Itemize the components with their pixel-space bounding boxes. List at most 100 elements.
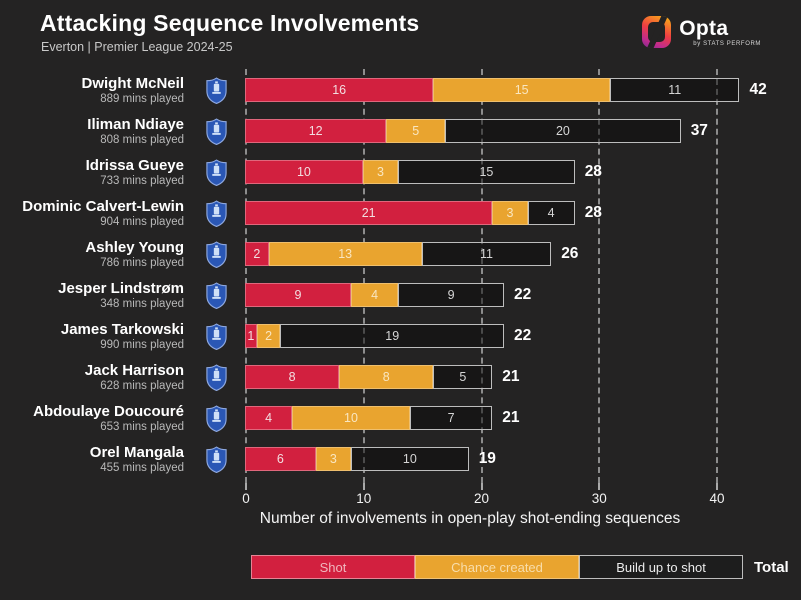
everton-badge-icon (206, 446, 227, 474)
player-label: Dwight McNeil 889 mins played (0, 70, 184, 111)
everton-badge-icon (206, 364, 227, 392)
bar-segment-shot: 4 (245, 406, 293, 430)
player-name: Dominic Calvert-Lewin (22, 198, 184, 215)
segment-value: 1 (247, 329, 255, 343)
gridline (245, 69, 247, 483)
opta-logo-icon (642, 16, 672, 48)
axis-tick (716, 483, 718, 490)
opta-tagline: by STATS PERFORM (693, 40, 761, 47)
player-name: Orel Mangala (89, 444, 184, 461)
everton-badge (205, 159, 228, 187)
bar-segment-build_up: 4 (527, 201, 575, 225)
bar-segment-build_up: 9 (398, 283, 505, 307)
bar-segment-build_up: 10 (350, 447, 469, 471)
gridline (716, 69, 718, 483)
segment-value: 10 (296, 165, 311, 179)
everton-badge-icon (206, 118, 227, 146)
bar-segment-shot: 10 (245, 160, 363, 184)
bar-segment-build_up: 20 (445, 119, 681, 143)
player-minutes: 808 mins played (100, 134, 184, 146)
segment-value: 13 (338, 247, 353, 261)
segment-value: 6 (276, 452, 284, 466)
opta-wordmark: Opta (679, 16, 729, 40)
player-bar: 12 5 20 (245, 119, 681, 143)
legend-item-build-up-to-shot: Build up to shot (579, 555, 743, 579)
player-total: 26 (561, 245, 579, 262)
bar-segment-chance_created: 10 (292, 406, 410, 430)
bar-segment-chance_created: 4 (351, 283, 399, 307)
player-total: 28 (584, 163, 602, 180)
bar-segment-shot: 21 (245, 201, 493, 225)
player-minutes: 653 mins played (100, 421, 184, 433)
segment-value: 10 (344, 411, 358, 425)
everton-badge (205, 77, 228, 105)
player-label: Abdoulaye Doucouré 653 mins played (0, 398, 184, 439)
everton-badge-icon (206, 282, 227, 310)
player-label: Orel Mangala 455 mins played (0, 439, 184, 480)
everton-badge-icon (206, 405, 227, 433)
player-bar: 21 3 4 (245, 201, 575, 225)
legend-item-shot: Shot (251, 555, 415, 579)
player-total: 21 (502, 368, 520, 385)
everton-badge-icon (206, 323, 227, 351)
bar-segment-shot: 8 (245, 365, 340, 389)
player-minutes: 990 mins played (100, 339, 184, 351)
player-name: Abdoulaye Doucouré (33, 403, 184, 420)
bar-segment-shot: 2 (245, 242, 269, 266)
everton-badge (205, 200, 228, 228)
everton-badge (205, 282, 228, 310)
gridline (362, 69, 365, 483)
player-minutes: 733 mins played (100, 175, 184, 187)
player-minutes: 628 mins played (100, 380, 184, 392)
player-total: 42 (749, 81, 767, 98)
gridline (598, 69, 601, 483)
player-total: 21 (502, 409, 520, 426)
segment-value: 8 (288, 370, 296, 384)
everton-badge-icon (206, 77, 227, 105)
player-name: James Tarkowski (60, 321, 184, 338)
segment-value: 3 (506, 206, 514, 220)
segment-value: 4 (547, 206, 555, 220)
bar-segment-shot: 1 (245, 324, 257, 348)
segment-value: 16 (332, 83, 347, 97)
player-total: 28 (584, 204, 602, 221)
everton-badge-icon (206, 241, 227, 269)
segment-value: 7 (447, 411, 455, 425)
segment-value: 3 (376, 165, 384, 179)
axis-tick-label: 20 (473, 491, 490, 506)
player-total: 22 (514, 286, 532, 303)
page-title: Attacking Sequence Involvements (40, 10, 420, 36)
segment-value: 19 (385, 329, 400, 343)
bar-segment-chance_created: 3 (315, 447, 351, 471)
segment-value: 4 (371, 288, 379, 302)
segment-value: 4 (265, 411, 273, 425)
bar-segment-chance_created: 5 (386, 119, 446, 143)
everton-badge (205, 405, 228, 433)
player-label: Jack Harrison 628 mins played (0, 357, 184, 398)
everton-badge (205, 241, 228, 269)
segment-value: 5 (412, 124, 420, 138)
segment-value: 3 (329, 452, 337, 466)
axis-tick (480, 483, 483, 490)
segment-value: 12 (308, 124, 323, 138)
bar-segment-build_up: 11 (609, 78, 740, 102)
player-minutes: 786 mins played (100, 257, 184, 269)
player-label: Dominic Calvert-Lewin 904 mins played (0, 193, 184, 234)
segment-value: 15 (479, 165, 494, 179)
bar-segment-build_up: 5 (433, 365, 493, 389)
player-name: Iliman Ndiaye (87, 116, 184, 133)
bar-segment-chance_created: 13 (268, 242, 422, 266)
player-label: Iliman Ndiaye 808 mins played (0, 111, 184, 152)
legend-item-chance-created: Chance created (415, 555, 579, 579)
bar-segment-chance_created: 2 (256, 324, 281, 348)
bar-segment-build_up: 7 (409, 406, 493, 430)
segment-value: 15 (514, 83, 529, 97)
segment-value: 5 (459, 370, 467, 384)
segment-value: 8 (382, 370, 390, 384)
bar-segment-shot: 9 (245, 283, 351, 307)
player-bar: 4 10 7 (245, 406, 493, 430)
segment-value: 20 (555, 124, 570, 138)
player-name: Idrissa Gueye (85, 157, 184, 174)
bar-segment-chance_created: 3 (492, 201, 528, 225)
bar-segment-chance_created: 3 (362, 160, 399, 184)
